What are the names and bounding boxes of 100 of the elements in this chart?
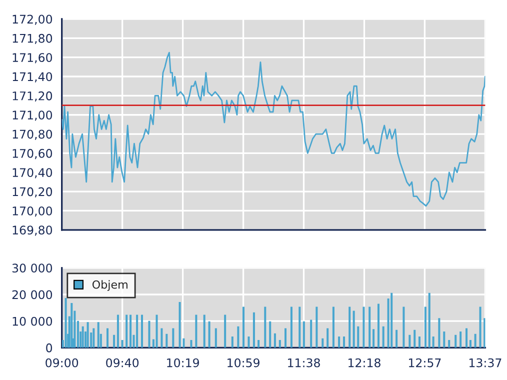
x-tick-label: 13:37 [469,358,502,368]
bar [264,306,266,348]
bar [172,328,174,348]
bar [362,306,365,348]
bar [428,292,430,348]
bar [460,331,462,348]
bar [148,320,150,348]
y-tick-label: 170,40 [12,168,52,178]
bar [278,340,281,348]
bar [274,333,276,348]
bar [418,336,420,348]
x-tick-label: 12:57 [409,358,441,368]
bar [424,306,426,348]
bar [316,306,318,348]
y-tick-label: 0 [46,343,52,352]
bar [474,334,476,348]
bar [190,340,192,348]
bar [224,314,226,348]
bar [377,304,380,348]
bar [126,314,128,348]
bar [368,306,371,348]
y-tick-label: 20 000 [12,290,52,300]
bar [326,328,329,348]
y-tick-label: 170,80 [12,130,52,140]
bar [322,338,324,348]
bar [338,336,340,348]
bar [97,322,100,348]
bar [140,314,144,348]
bar [402,306,405,348]
bar [343,336,346,348]
y-tick-label: 170,20 [12,187,52,198]
bar [348,306,351,348]
y-tick-label: 171,80 [12,34,52,44]
bar [469,340,472,348]
line-series [62,52,486,207]
y-tick-label: 30 000 [12,264,52,273]
bar [113,334,116,348]
bar [466,328,468,348]
bar [231,336,234,348]
y-tick-label: 169,80 [12,226,52,236]
x-tick-label: 09:40 [106,358,139,368]
bar [203,314,206,348]
bar [208,321,210,348]
bar [248,336,250,348]
x-tick-label: 09:00 [46,358,78,368]
y-tick-label: 170,00 [12,206,52,217]
y-tick-label: 10 000 [12,316,52,326]
x-tick-label: 11:38 [288,358,320,368]
bar [454,334,457,348]
bar [479,306,482,348]
bar [408,334,411,348]
bar [237,326,240,348]
y-tick-label: 171,20 [12,91,52,102]
y-tick-label: 171,00 [12,110,52,121]
y-tick-label: 172,00 [12,14,52,25]
bar [484,318,486,348]
bar [252,312,255,348]
bar [92,328,95,348]
y-tick-label: 170,60 [12,148,52,160]
bar [414,330,416,348]
x-tick-label: 10:59 [228,358,260,368]
bar [116,314,119,348]
bar [258,340,260,348]
bar [438,318,440,348]
bar [178,302,181,348]
bar [310,320,312,348]
x-tick-label: 12:18 [348,358,380,368]
bar [166,334,168,348]
bar [130,314,132,348]
bar [448,340,450,348]
bar [284,328,287,348]
bar [372,329,375,348]
bar [443,331,446,348]
bar [290,306,292,348]
bar [302,321,305,348]
y-tick-label: 171,40 [12,72,52,82]
bar [298,306,301,348]
bar [382,326,384,348]
bar [357,326,360,348]
bar [70,303,73,348]
bar [156,314,158,348]
bar [121,340,124,348]
bar [106,328,109,348]
bar [242,306,245,348]
bar [390,292,393,348]
bar [86,322,89,348]
bar [160,328,163,348]
x-tick-label: 10:19 [167,358,199,368]
y-tick-label: 171,60 [12,53,52,64]
bar [214,328,217,348]
bar [352,310,355,348]
bar [269,321,272,348]
legend-label: Objem [92,280,128,291]
bar [82,326,84,348]
bar [432,336,434,348]
bar [136,314,138,348]
bar [332,306,334,348]
bar [64,298,67,348]
bar [396,330,398,348]
bar [195,314,198,348]
